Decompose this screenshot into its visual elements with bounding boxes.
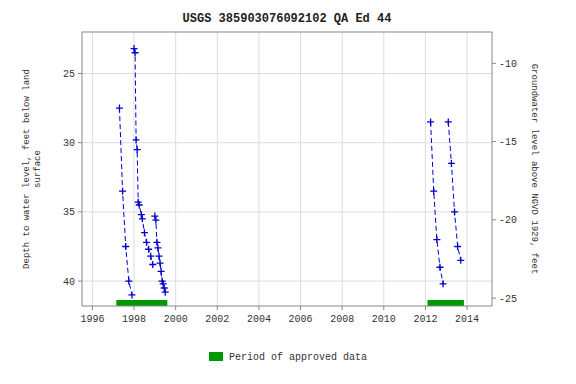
series-marker — [158, 268, 165, 275]
grid-line-y — [82, 211, 492, 212]
tick-y — [78, 211, 82, 212]
series-marker — [141, 229, 148, 236]
tick-label-x: 2010 — [372, 314, 396, 325]
tick-x — [300, 306, 301, 310]
tick-y2 — [492, 141, 496, 142]
series-marker — [451, 208, 458, 215]
tick-y2 — [492, 219, 496, 220]
series-marker — [154, 244, 161, 251]
series-marker — [134, 146, 141, 153]
series-marker — [427, 118, 434, 125]
series-marker — [136, 201, 143, 208]
tick-x — [342, 306, 343, 310]
tick-label-x: 1998 — [122, 314, 146, 325]
tick-label-y2: -15 — [499, 137, 517, 148]
series-marker — [149, 261, 156, 268]
tick-x — [134, 306, 135, 310]
series-marker — [445, 118, 452, 125]
y-axis-label: Depth to water level, feet below landsur… — [22, 69, 43, 269]
series-marker — [145, 246, 152, 253]
tick-label-y: 25 — [63, 69, 75, 80]
grid-line-y — [82, 142, 492, 143]
series-line — [448, 122, 460, 260]
series-marker — [430, 188, 437, 195]
tick-x — [217, 306, 218, 310]
grid-line-y — [82, 281, 492, 282]
tick-x — [383, 306, 384, 310]
tick-x — [175, 306, 176, 310]
tick-label-y2: -25 — [499, 294, 517, 305]
plot-frame — [82, 32, 492, 306]
series-marker — [119, 188, 126, 195]
series-marker — [454, 243, 461, 250]
series-marker — [161, 285, 168, 292]
grid — [82, 32, 492, 306]
grid-line-y — [82, 73, 492, 74]
series-marker — [122, 243, 129, 250]
series-line — [134, 49, 153, 265]
tick-label-x: 2008 — [330, 314, 354, 325]
series-marker — [125, 278, 132, 285]
tick-label-y: 40 — [63, 277, 75, 288]
series-marker — [162, 289, 169, 296]
tick-label-x: 2002 — [205, 314, 229, 325]
tick-x — [467, 306, 468, 310]
tick-label-x: 2000 — [164, 314, 188, 325]
plot-data — [116, 45, 464, 306]
tick-x — [258, 306, 259, 310]
series-marker — [132, 49, 139, 56]
tick-y — [78, 142, 82, 143]
series-line — [431, 122, 443, 284]
tick-label-x: 2006 — [289, 314, 313, 325]
tick-y — [78, 281, 82, 282]
y2-axis-label: Groundwater level above NGVD 1929, feet — [529, 64, 539, 275]
tick-label-x: 2012 — [413, 314, 437, 325]
series-marker — [152, 217, 159, 224]
tick-y — [78, 73, 82, 74]
tick-label-x: 2014 — [455, 314, 479, 325]
tick-x — [92, 306, 93, 310]
approved-period — [116, 300, 167, 306]
series-marker — [457, 257, 464, 264]
series-marker — [147, 253, 154, 260]
tick-label-y2: -20 — [499, 215, 517, 226]
tick-y2 — [492, 63, 496, 64]
series-marker — [156, 253, 163, 260]
tick-label-x: 1996 — [80, 314, 104, 325]
chart: 1996 1998 2000 2002 2004 2006 2008 2010 2012 2014… — [0, 0, 576, 384]
tick-label-y: 35 — [63, 207, 75, 218]
series-marker — [128, 291, 135, 298]
y-axis-label-line: Depth to water level, feet below land — [22, 69, 32, 269]
legend-label: Period of approved data — [229, 352, 367, 363]
tick-x — [425, 306, 426, 310]
tick-label-x: 2004 — [247, 314, 271, 325]
series-marker — [433, 236, 440, 243]
title: USGS 385903076092102 QA Ed 44 — [183, 12, 392, 26]
series-marker — [151, 213, 158, 220]
series-marker — [143, 239, 150, 246]
series-marker — [116, 105, 123, 112]
series-marker — [133, 136, 140, 143]
tick-label-y: 30 — [63, 138, 75, 149]
y-axis-label-line: surface — [33, 150, 43, 188]
legend-swatch — [209, 352, 223, 361]
legend: Period of approved data — [209, 352, 367, 363]
series-marker — [153, 239, 160, 246]
series-marker — [138, 211, 145, 218]
series-marker — [131, 45, 138, 52]
tick-y2 — [492, 298, 496, 299]
series-marker — [448, 160, 455, 167]
tick-label-y2: -10 — [499, 59, 517, 70]
series-marker — [436, 264, 443, 271]
axes: 1996 1998 2000 2002 2004 2006 2008 2010 2012 2014… — [22, 12, 540, 325]
series-marker — [160, 280, 167, 287]
series-marker — [139, 215, 146, 222]
series-marker — [440, 280, 447, 287]
approved-period — [427, 300, 463, 306]
series-line — [119, 108, 131, 295]
series-marker — [157, 260, 164, 267]
